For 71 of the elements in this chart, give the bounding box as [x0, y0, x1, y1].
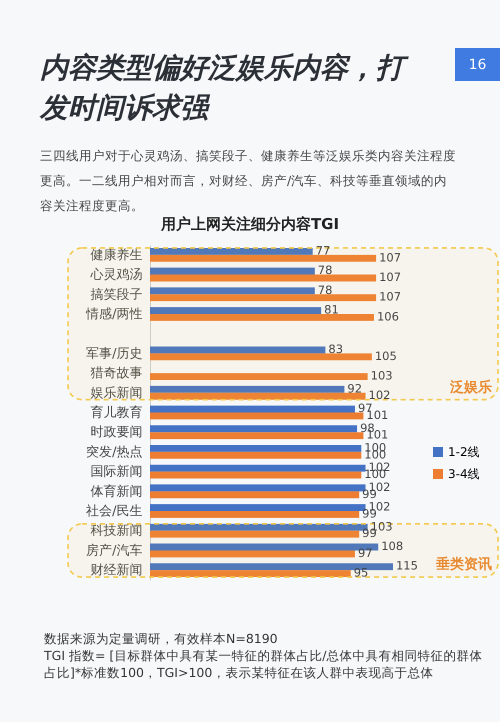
y-tick-label: 育儿教育	[90, 404, 142, 420]
legend-label: 1-2线	[448, 445, 480, 459]
data-label: 83	[328, 342, 344, 356]
y-tick-label: 社会/民生	[86, 504, 142, 520]
data-label: 106	[376, 309, 399, 324]
data-label: 95	[354, 566, 368, 580]
bar	[150, 464, 366, 472]
text: 用户上网关注细分内容TGI	[160, 215, 340, 234]
bar	[150, 406, 355, 412]
text: 数据来源为定量调研，有效样本N=8190	[44, 630, 279, 647]
data-label: 97	[358, 546, 373, 560]
y-tick-label: 财经新闻	[90, 563, 142, 578]
chart-title: 内容类型偏好泛娱乐内容，打发时间诉求强	[40, 50, 410, 126]
data-label: 78	[318, 263, 332, 278]
bar	[150, 445, 362, 452]
bar	[150, 511, 360, 518]
bar	[150, 491, 360, 498]
y-tick-label: 国际新闻	[90, 464, 142, 480]
chart-subtitle: 三四线用户对于心灵鸡汤、搞笑段子、健康养生等泛娱乐类内容关注程度更高。一二线用户相对而言，对财经、房产/汽车、科技等垂直领域的内容关注程度更高。	[40, 148, 456, 213]
data-label: 102	[368, 388, 390, 402]
bar	[150, 346, 326, 354]
data-label: 107	[379, 270, 402, 284]
data-label: 107	[379, 290, 402, 304]
data-label: 105	[374, 348, 397, 363]
bar	[150, 294, 376, 302]
y-tick-label: 时政要闻	[90, 425, 142, 440]
y-tick-label: 心灵鸡汤	[90, 266, 142, 283]
bar	[150, 287, 315, 294]
bar	[150, 530, 360, 538]
bar	[150, 484, 366, 492]
data-label: 92	[347, 381, 362, 396]
bar	[150, 353, 372, 360]
data-label: 78	[318, 282, 332, 297]
y-tick-label: 科技新闻	[90, 524, 142, 539]
y-tick-label: 突发/热点	[86, 444, 142, 460]
band-label: 垂类资讯	[435, 556, 492, 573]
bar	[150, 452, 362, 459]
data-label: 103	[370, 368, 393, 383]
data-label: 115	[396, 558, 418, 573]
bar	[150, 314, 374, 321]
y-tick-label: 房产/汽车	[86, 542, 142, 558]
band-label: 泛娱乐	[449, 378, 492, 396]
bar	[150, 248, 313, 255]
bar	[150, 268, 315, 275]
y-tick-label: 体育新闻	[90, 483, 142, 500]
bar	[150, 570, 351, 578]
bar	[150, 254, 376, 262]
bar	[150, 373, 368, 380]
legend-label: 3-4线	[448, 467, 480, 481]
y-tick-label: 健康养生	[90, 246, 142, 263]
bar	[150, 432, 364, 440]
data-label: 81	[324, 302, 339, 317]
y-tick-label: 猎奇故事	[90, 366, 142, 382]
bar	[150, 550, 355, 558]
text: TGI 指数= [目标群体中具有某一特征的群体占比/总体中具有相同特征的群体占比]*标准数100，TGI>100，表示某特征在该人群中表现高于总体	[44, 647, 484, 681]
text: 16	[455, 48, 500, 81]
bar	[150, 274, 376, 282]
data-label: 108	[381, 538, 404, 553]
y-tick-label: 娱乐新闻	[90, 386, 142, 401]
bar	[150, 425, 358, 432]
data-label: 107	[379, 250, 402, 264]
bar	[150, 392, 366, 400]
data-label: 97	[358, 401, 373, 416]
bar	[150, 386, 344, 393]
bar	[150, 472, 362, 479]
bar	[150, 412, 364, 420]
y-tick-label: 情感/两性	[85, 306, 142, 322]
bar	[150, 307, 322, 314]
y-tick-label: 军事/历史	[86, 346, 142, 362]
bar	[150, 544, 378, 550]
y-tick-label: 搞笑段子	[90, 287, 142, 302]
